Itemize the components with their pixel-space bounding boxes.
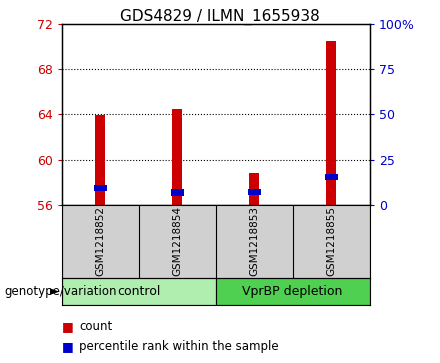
Bar (172, 109, 182, 205)
Text: GSM1218852: GSM1218852 (95, 207, 105, 276)
Text: GSM1218855: GSM1218855 (326, 207, 336, 276)
Bar (171, 189, 183, 196)
Text: GSM1218854: GSM1218854 (172, 207, 182, 276)
Text: GSM1218853: GSM1218853 (249, 207, 259, 276)
Text: control: control (117, 285, 160, 298)
Text: ■: ■ (62, 340, 73, 353)
Text: percentile rank within the sample: percentile rank within the sample (79, 340, 279, 353)
Text: ►: ► (50, 285, 59, 298)
Text: count: count (79, 320, 113, 333)
Text: genotype/variation: genotype/variation (4, 285, 117, 298)
Bar (62, 278, 216, 305)
Bar (325, 174, 337, 180)
Text: GDS4829 / ILMN_1655938: GDS4829 / ILMN_1655938 (120, 9, 320, 25)
Bar (249, 174, 259, 205)
Bar (248, 189, 260, 195)
Bar (326, 41, 336, 205)
Text: ■: ■ (62, 320, 73, 333)
Text: VprBP depletion: VprBP depletion (242, 285, 343, 298)
Bar (94, 185, 106, 191)
Bar (95, 115, 105, 205)
Bar (216, 278, 370, 305)
